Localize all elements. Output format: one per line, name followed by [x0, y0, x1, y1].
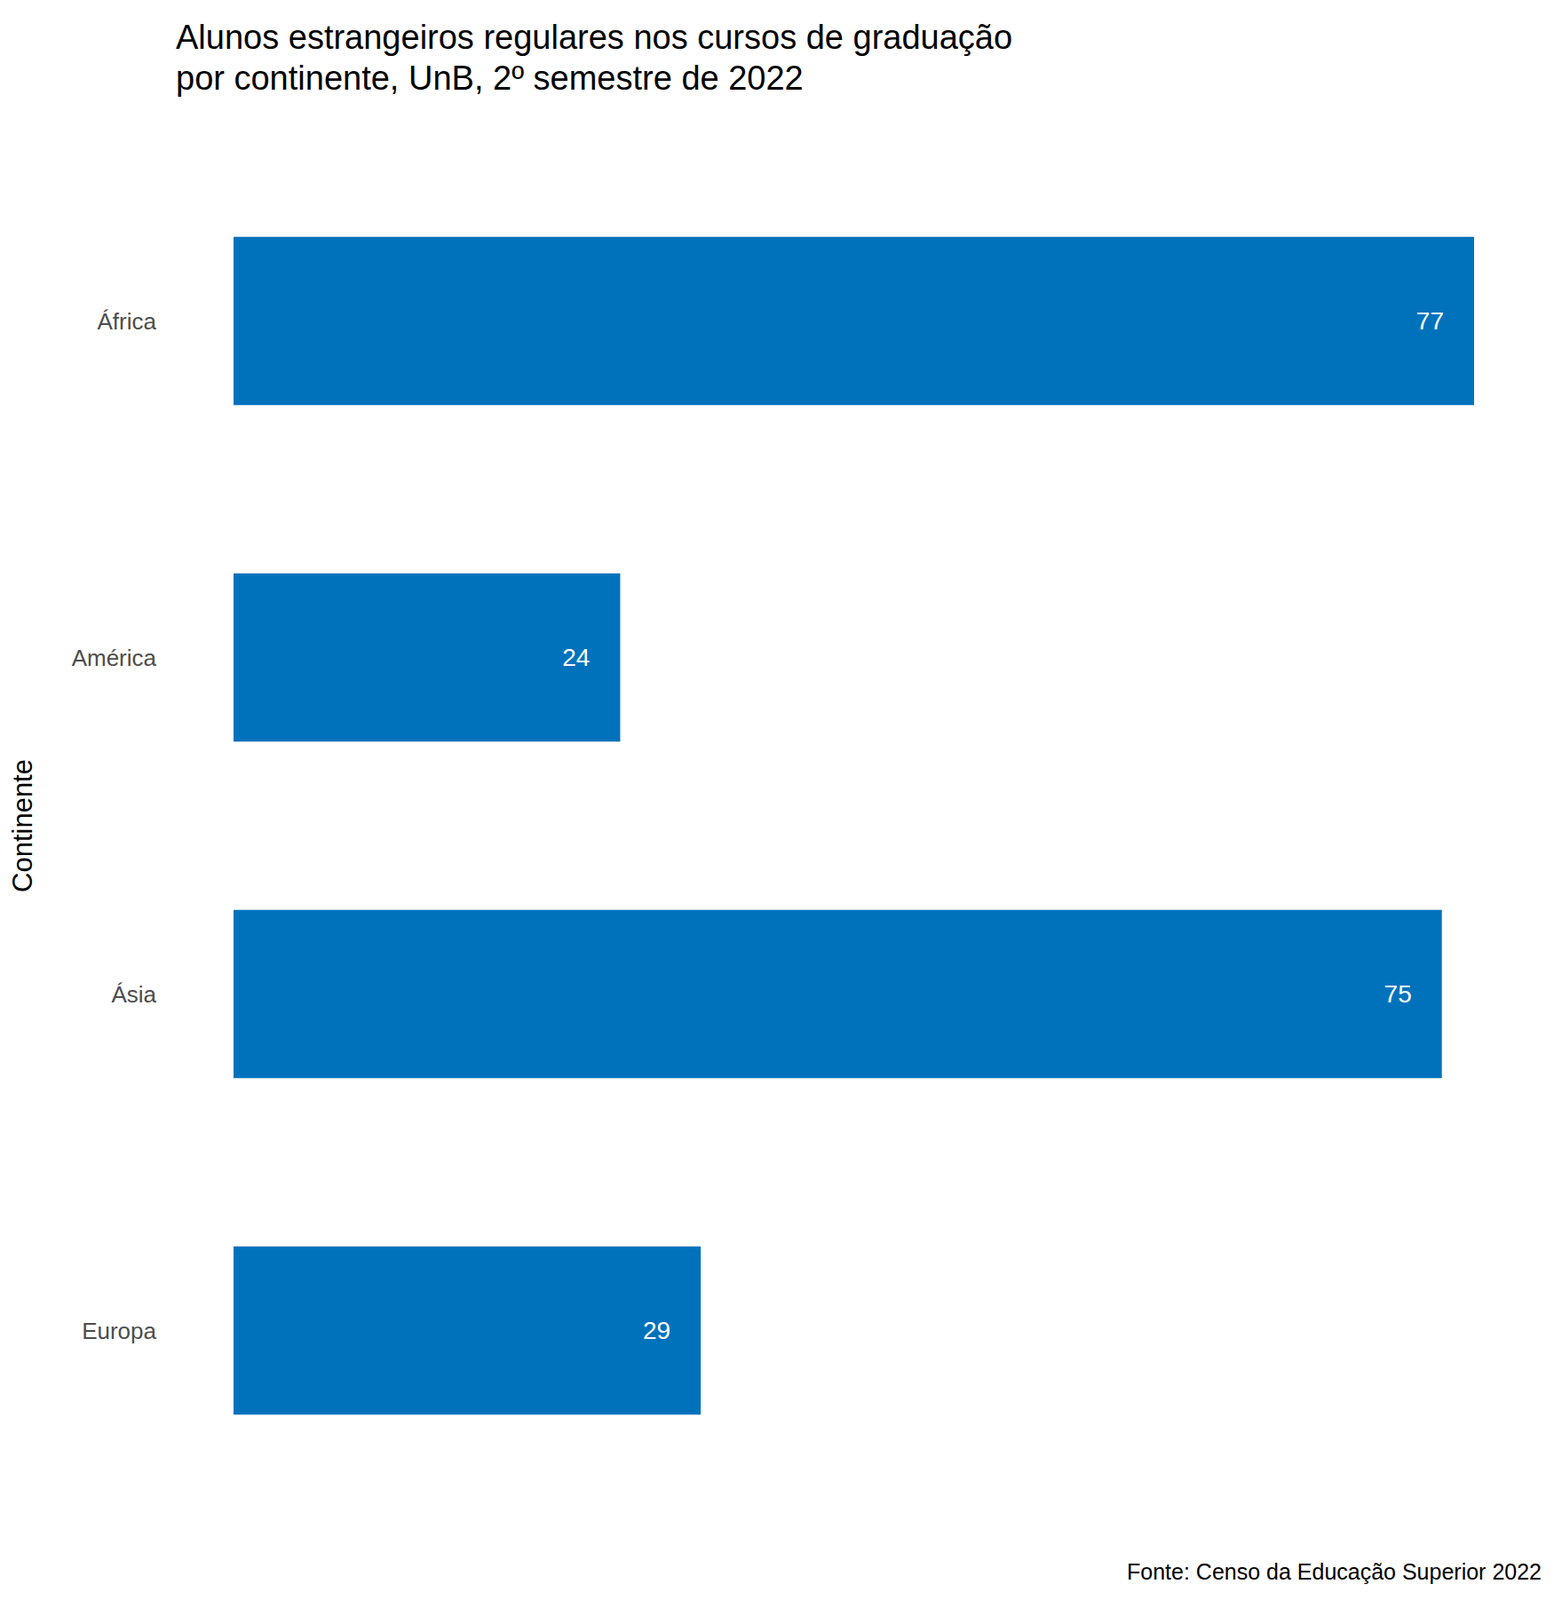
svg-text:Alunos estrangeiros regulares: Alunos estrangeiros regulares nos cursos…: [175, 18, 1013, 56]
svg-text:24: 24: [562, 643, 590, 672]
svg-text:77: 77: [1416, 307, 1444, 335]
svg-text:Fonte: Censo da Educação Super: Fonte: Censo da Educação Superior 2022: [1126, 1559, 1542, 1585]
svg-text:Continente: Continente: [7, 759, 39, 893]
svg-text:por continente, UnB, 2º semest: por continente, UnB, 2º semestre de 2022: [175, 59, 804, 97]
svg-text:Europa: Europa: [81, 1317, 157, 1345]
svg-text:América: América: [71, 644, 158, 672]
svg-text:África: África: [97, 308, 158, 335]
svg-text:Ásia: Ásia: [111, 981, 157, 1008]
svg-text:29: 29: [642, 1316, 671, 1345]
svg-text:75: 75: [1384, 980, 1412, 1008]
